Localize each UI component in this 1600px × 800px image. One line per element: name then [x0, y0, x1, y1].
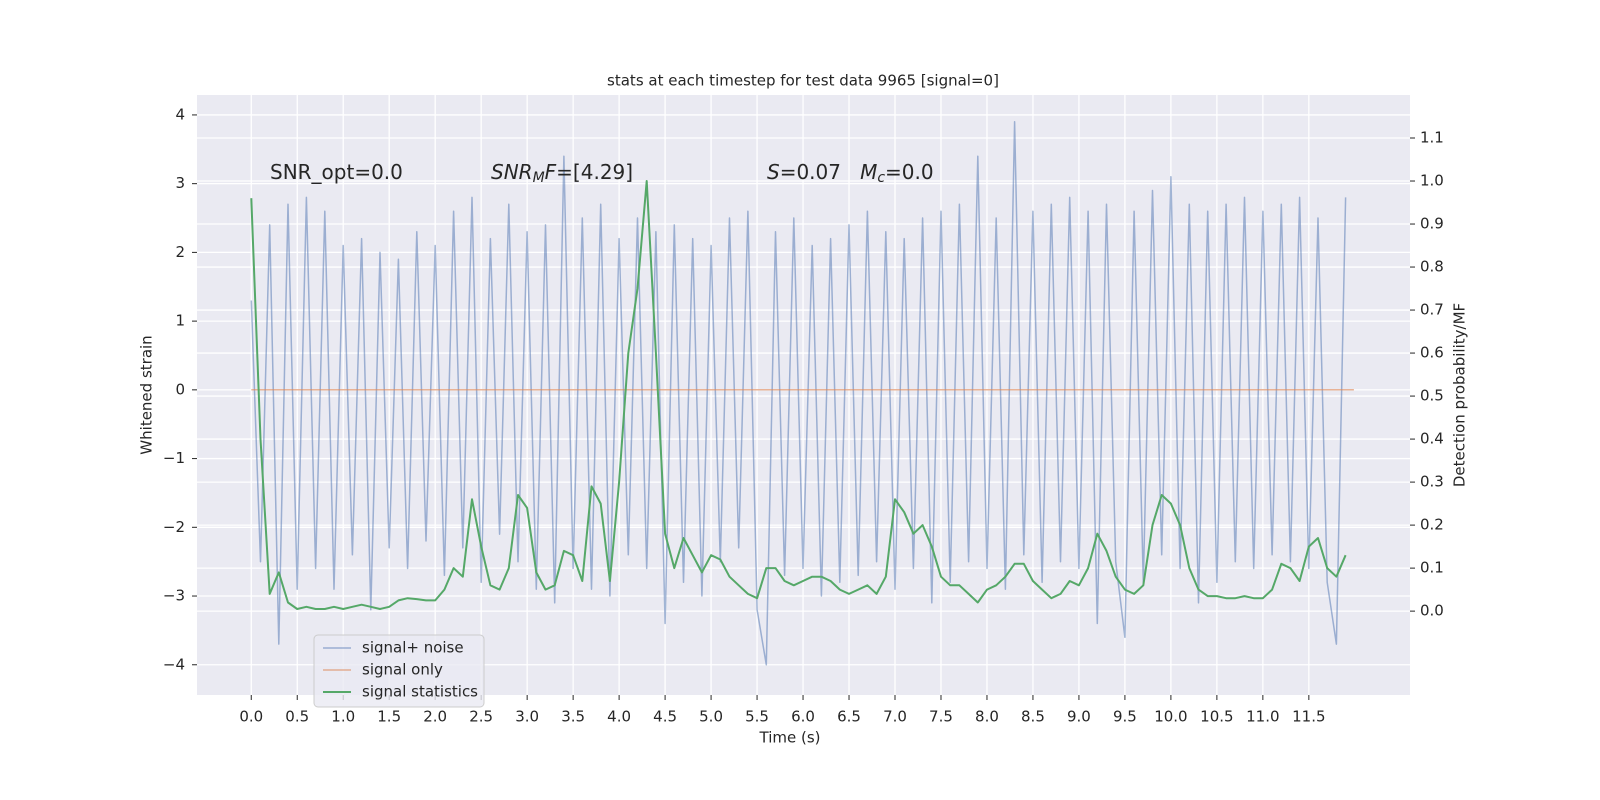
annotation: SNRMF=[4.29]	[491, 160, 633, 187]
x-tick-label: 11.5	[1292, 708, 1325, 726]
y2-axis-label: Detection probability/MF	[1451, 303, 1469, 487]
x-tick-label: 2.0	[423, 708, 447, 726]
x-tick-label: 0.0	[239, 708, 263, 726]
grid	[197, 95, 1410, 695]
x-tick-label: 5.5	[745, 708, 769, 726]
x-tick-label: 3.0	[515, 708, 539, 726]
x-tick-label: 1.0	[331, 708, 355, 726]
y-tick-label: −1	[163, 449, 185, 467]
legend-label: signal only	[362, 661, 443, 679]
y2-tick-label: 0.5	[1420, 387, 1444, 405]
annotation-part: SNR_opt=0.0	[270, 160, 403, 184]
x-tick-label: 1.5	[377, 708, 401, 726]
y2-tick-label: 0.0	[1420, 602, 1444, 620]
series-line	[250, 121, 1347, 666]
annotation-part: M	[860, 160, 877, 184]
annotation-part: c	[877, 170, 885, 186]
annotation: S=0.07 Mc=0.0	[767, 160, 934, 187]
annotation-part: SNR	[491, 160, 533, 184]
x-tick-label: 6.0	[791, 708, 815, 726]
legend-box	[313, 634, 485, 708]
y2-tick-label: 1.0	[1420, 172, 1444, 190]
annotation-part: S	[767, 160, 780, 184]
series-line	[250, 180, 1347, 610]
y-tick-label: 3	[175, 174, 185, 192]
y2-tick-label: 0.6	[1420, 344, 1444, 362]
x-tick-label: 4.0	[607, 708, 631, 726]
y-tick-label: 4	[175, 105, 185, 123]
x-tick-label: 8.0	[975, 708, 999, 726]
y2-tick-label: 0.3	[1420, 473, 1444, 491]
y-tick-label: 2	[175, 243, 185, 261]
x-tick-label: 4.5	[653, 708, 677, 726]
y2-tick-label: 0.4	[1420, 430, 1444, 448]
legend: signal+ noise signal only signal statistic…	[313, 634, 485, 708]
x-tick-label: 11.0	[1246, 708, 1279, 726]
marks	[250, 121, 1354, 666]
x-tick-label: 10.0	[1154, 708, 1187, 726]
y-tick-label: 0	[175, 380, 185, 398]
annotation: SNR_opt=0.0	[270, 160, 403, 184]
y2-tick-label: 1.1	[1420, 129, 1444, 147]
y2-tick-label: 0.1	[1420, 559, 1444, 577]
chart-title: stats at each timestep for test data 996…	[607, 72, 999, 90]
x-tick-label: 0.5	[285, 708, 309, 726]
annotation-part: =0.07	[780, 160, 860, 184]
x-tick-label: 5.0	[699, 708, 723, 726]
y2-tick-label: 0.7	[1420, 301, 1444, 319]
annotation-part: =[4.29]	[556, 160, 633, 184]
x-tick-label: 2.5	[469, 708, 493, 726]
annotation-part: F	[545, 160, 557, 184]
y2-tick-label: 0.9	[1420, 215, 1444, 233]
x-axis-label: Time (s)	[759, 729, 821, 747]
y-axis-label: Whitened strain	[138, 335, 156, 454]
annotation-part: =0.0	[885, 160, 934, 184]
x-tick-label: 10.5	[1200, 708, 1233, 726]
y-tick-label: −4	[163, 655, 185, 673]
legend-label: signal statistics	[362, 683, 478, 701]
x-tick-label: 3.5	[561, 708, 585, 726]
labels: 0.0 0.5 1.0 1.5 2.0 2.5 3.0 3.5 4.0 4.5 5.0 5.5 6.0 6…	[163, 105, 1444, 725]
y-tick-label: −2	[163, 518, 185, 536]
x-tick-label: 7.0	[883, 708, 907, 726]
y-tick-label: −3	[163, 587, 185, 605]
y-tick-label: 1	[175, 312, 185, 330]
y2-tick-label: 0.2	[1420, 516, 1444, 534]
y2-tick-label: 0.8	[1420, 258, 1444, 276]
x-tick-label: 9.0	[1067, 708, 1091, 726]
x-tick-label: 9.5	[1113, 708, 1137, 726]
annotation-part: M	[533, 170, 545, 186]
x-tick-label: 6.5	[837, 708, 861, 726]
x-tick-label: 8.5	[1021, 708, 1045, 726]
legend-label: signal+ noise	[362, 639, 464, 657]
x-tick-label: 7.5	[929, 708, 953, 726]
